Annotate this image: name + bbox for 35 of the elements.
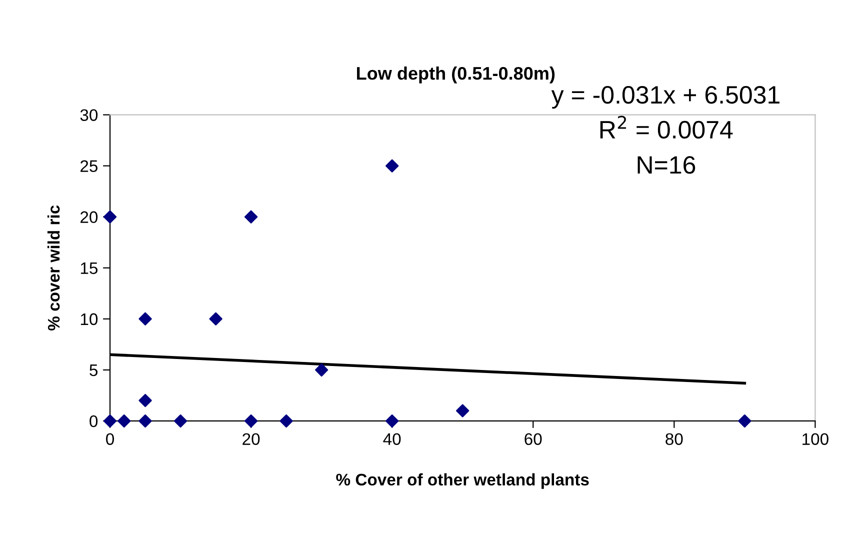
point — [103, 210, 117, 224]
annotation: N=16 — [638, 156, 696, 174]
x-tick-label: 100 — [802, 433, 828, 446]
y-tick-label: 15 — [80, 262, 98, 274]
x-tick-label: 40 — [383, 433, 401, 446]
y-tick-label: 25 — [80, 160, 98, 172]
point — [314, 363, 328, 377]
point — [456, 404, 470, 418]
point — [385, 414, 399, 428]
point — [280, 414, 293, 428]
x-axis-title: % Cover of other wetland plants — [336, 473, 589, 489]
point — [244, 210, 258, 224]
point — [138, 312, 152, 326]
y-axis-title: % cover wild ric — [47, 205, 60, 330]
point — [138, 414, 152, 428]
point — [738, 414, 752, 428]
y-tick-label: 10 — [80, 313, 98, 326]
text: y = -0.031x + 6.5031 — [551, 86, 780, 109]
x-tick-label: 20 — [242, 433, 260, 446]
point — [138, 394, 152, 408]
y-tick-label: 0 — [90, 415, 98, 428]
point — [244, 414, 258, 428]
point — [385, 159, 399, 172]
y-tick-label: 5 — [90, 364, 98, 376]
point — [118, 414, 131, 428]
annotation: R$^{2}$ = 0.0074 — [600, 116, 733, 139]
x-tick-label: 60 — [524, 433, 542, 446]
x-tick-label: 80 — [666, 433, 683, 446]
chart-title: Low depth (0.51-0.80m) — [357, 66, 555, 84]
x-tick-label: 0 — [106, 433, 114, 446]
y-tick-label: 20 — [80, 211, 98, 224]
point — [103, 414, 117, 428]
point — [209, 312, 222, 326]
point — [174, 414, 188, 428]
y-tick-label: 30 — [80, 109, 98, 122]
